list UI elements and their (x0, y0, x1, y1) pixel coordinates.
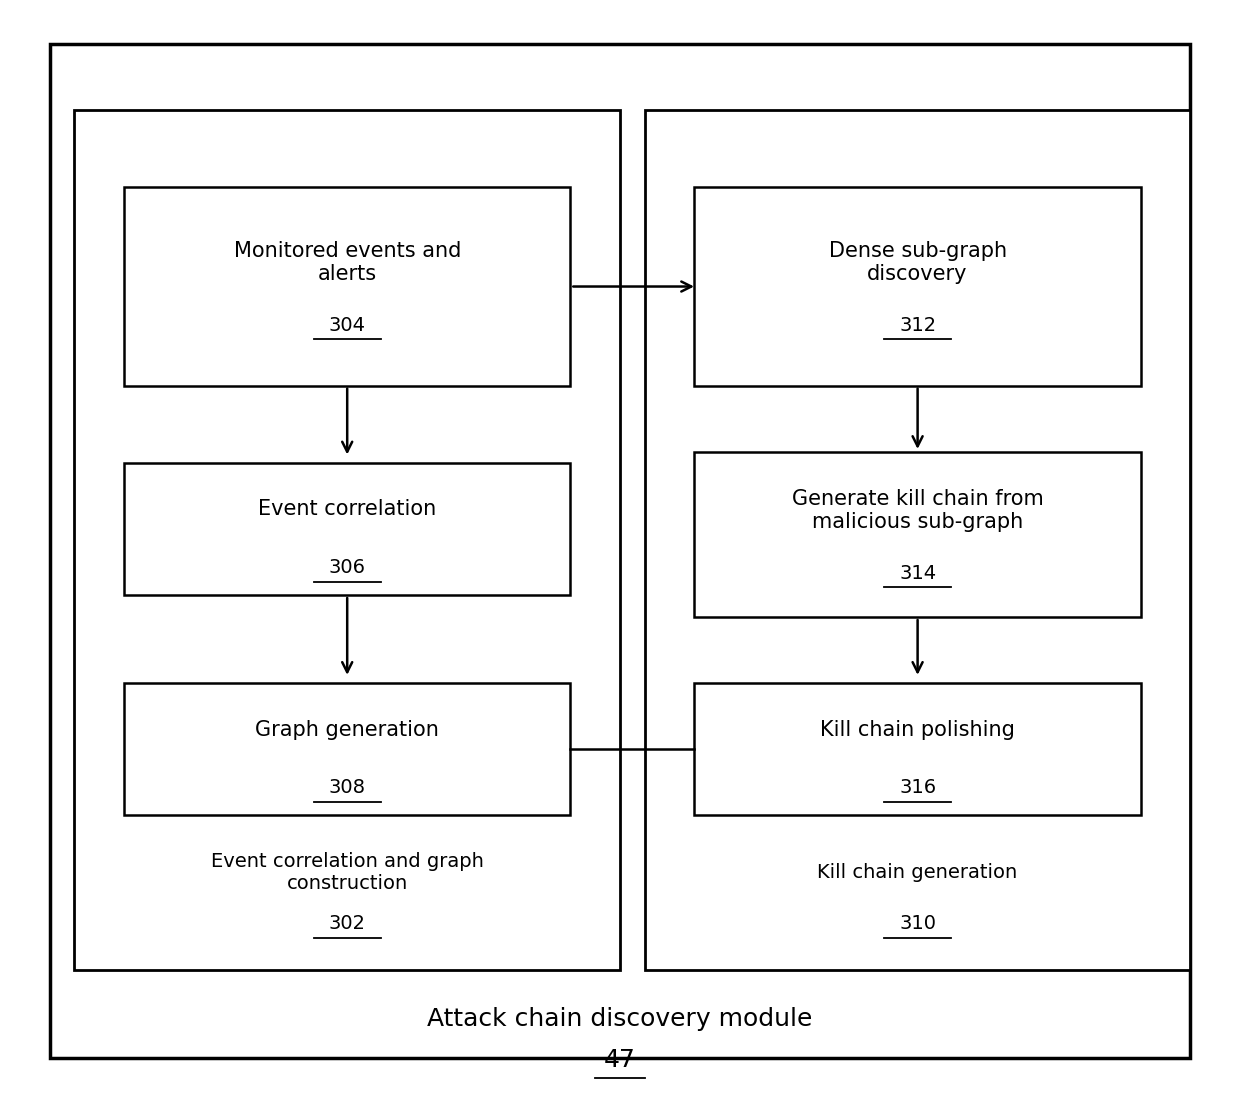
FancyBboxPatch shape (124, 187, 570, 386)
Text: Event correlation: Event correlation (258, 499, 436, 519)
Text: Kill chain generation: Kill chain generation (817, 863, 1018, 883)
FancyBboxPatch shape (694, 187, 1141, 386)
Text: 308: 308 (329, 778, 366, 798)
Text: Dense sub-graph
discovery: Dense sub-graph discovery (828, 240, 1007, 284)
Text: 302: 302 (329, 914, 366, 933)
Text: Attack chain discovery module: Attack chain discovery module (428, 1007, 812, 1031)
Text: Kill chain polishing: Kill chain polishing (820, 720, 1016, 739)
FancyBboxPatch shape (74, 110, 620, 970)
Text: Generate kill chain from
malicious sub-graph: Generate kill chain from malicious sub-g… (791, 488, 1044, 532)
FancyBboxPatch shape (50, 44, 1190, 1058)
Text: 314: 314 (899, 563, 936, 583)
FancyBboxPatch shape (124, 683, 570, 815)
Text: 312: 312 (899, 315, 936, 335)
FancyBboxPatch shape (645, 110, 1190, 970)
FancyBboxPatch shape (694, 452, 1141, 617)
Text: Graph generation: Graph generation (255, 720, 439, 739)
Text: 310: 310 (899, 914, 936, 933)
Text: 47: 47 (604, 1048, 636, 1072)
FancyBboxPatch shape (694, 683, 1141, 815)
Text: 306: 306 (329, 558, 366, 577)
Text: Monitored events and
alerts: Monitored events and alerts (233, 240, 461, 284)
Text: 304: 304 (329, 315, 366, 335)
Text: 316: 316 (899, 778, 936, 798)
FancyBboxPatch shape (124, 463, 570, 595)
Text: Event correlation and graph
construction: Event correlation and graph construction (211, 852, 484, 894)
